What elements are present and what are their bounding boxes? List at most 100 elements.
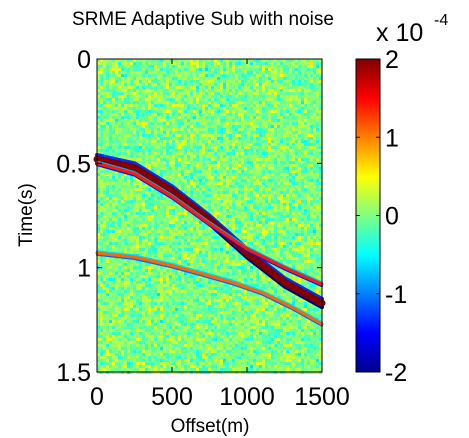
noise-cell (199, 230, 202, 233)
noise-cell (232, 110, 235, 113)
noise-cell (196, 185, 199, 188)
noise-cell (244, 77, 247, 80)
noise-cell (196, 107, 199, 110)
noise-cell (190, 95, 193, 98)
noise-cell (301, 233, 304, 236)
noise-cell (157, 98, 160, 101)
noise-cell (232, 137, 235, 140)
noise-cell (307, 122, 310, 125)
noise-cell (268, 86, 271, 89)
noise-cell (283, 230, 286, 233)
noise-cell (181, 221, 184, 224)
noise-cell (202, 74, 205, 77)
noise-cell (202, 257, 205, 260)
noise-cell (244, 170, 247, 173)
noise-cell (280, 248, 283, 251)
noise-cell (103, 152, 106, 155)
noise-cell (220, 218, 223, 221)
noise-cell (250, 212, 253, 215)
noise-cell (202, 125, 205, 128)
noise-cell (259, 182, 262, 185)
noise-cell (145, 113, 148, 116)
noise-cell (304, 59, 307, 62)
noise-cell (283, 170, 286, 173)
noise-cell (139, 254, 142, 257)
noise-cell (295, 92, 298, 95)
noise-cell (196, 221, 199, 224)
noise-cell (136, 89, 139, 92)
noise-cell (190, 128, 193, 131)
noise-cell (259, 146, 262, 149)
noise-cell (154, 170, 157, 173)
noise-cell (235, 89, 238, 92)
noise-cell (169, 68, 172, 71)
noise-cell (307, 182, 310, 185)
noise-cell (112, 176, 115, 179)
noise-cell (271, 170, 274, 173)
noise-cell (211, 65, 214, 68)
noise-cell (301, 137, 304, 140)
noise-cell (286, 242, 289, 245)
noise-cell (202, 143, 205, 146)
noise-cell (307, 80, 310, 83)
noise-cell (229, 122, 232, 125)
noise-cell (265, 242, 268, 245)
noise-cell (100, 209, 103, 212)
noise-cell (202, 134, 205, 137)
noise-cell (256, 128, 259, 131)
noise-cell (115, 146, 118, 149)
noise-cell (307, 209, 310, 212)
noise-cell (100, 239, 103, 242)
noise-cell (241, 134, 244, 137)
noise-cell (250, 65, 253, 68)
noise-cell (163, 107, 166, 110)
noise-cell (160, 176, 163, 179)
noise-cell (265, 113, 268, 116)
noise-cell (127, 203, 130, 206)
noise-cell (100, 92, 103, 95)
noise-cell (166, 197, 169, 200)
noise-cell (238, 212, 241, 215)
noise-cell (316, 239, 319, 242)
noise-cell (190, 140, 193, 143)
noise-cell (265, 116, 268, 119)
noise-cell (241, 218, 244, 221)
noise-cell (202, 149, 205, 152)
noise-cell (163, 59, 166, 62)
noise-cell (223, 188, 226, 191)
noise-cell (190, 125, 193, 128)
noise-cell (100, 197, 103, 200)
noise-cell (250, 197, 253, 200)
noise-cell (166, 251, 169, 254)
noise-cell (235, 101, 238, 104)
noise-cell (244, 173, 247, 176)
noise-cell (214, 131, 217, 134)
noise-cell (184, 137, 187, 140)
noise-cell (172, 236, 175, 239)
noise-cell (202, 113, 205, 116)
noise-cell (166, 74, 169, 77)
noise-cell (310, 212, 313, 215)
noise-cell (118, 248, 121, 251)
noise-cell (283, 146, 286, 149)
noise-cell (178, 245, 181, 248)
noise-cell (154, 254, 157, 257)
noise-cell (313, 215, 316, 218)
noise-cell (211, 176, 214, 179)
noise-cell (274, 98, 277, 101)
noise-cell (178, 134, 181, 137)
noise-cell (148, 131, 151, 134)
noise-cell (232, 155, 235, 158)
noise-cell (235, 200, 238, 203)
noise-cell (169, 251, 172, 254)
noise-cell (145, 128, 148, 131)
noise-cell (106, 236, 109, 239)
noise-cell (280, 212, 283, 215)
noise-cell (277, 218, 280, 221)
noise-cell (121, 110, 124, 113)
noise-cell (310, 128, 313, 131)
noise-cell (298, 230, 301, 233)
noise-cell (301, 200, 304, 203)
noise-cell (196, 80, 199, 83)
noise-cell (145, 95, 148, 98)
